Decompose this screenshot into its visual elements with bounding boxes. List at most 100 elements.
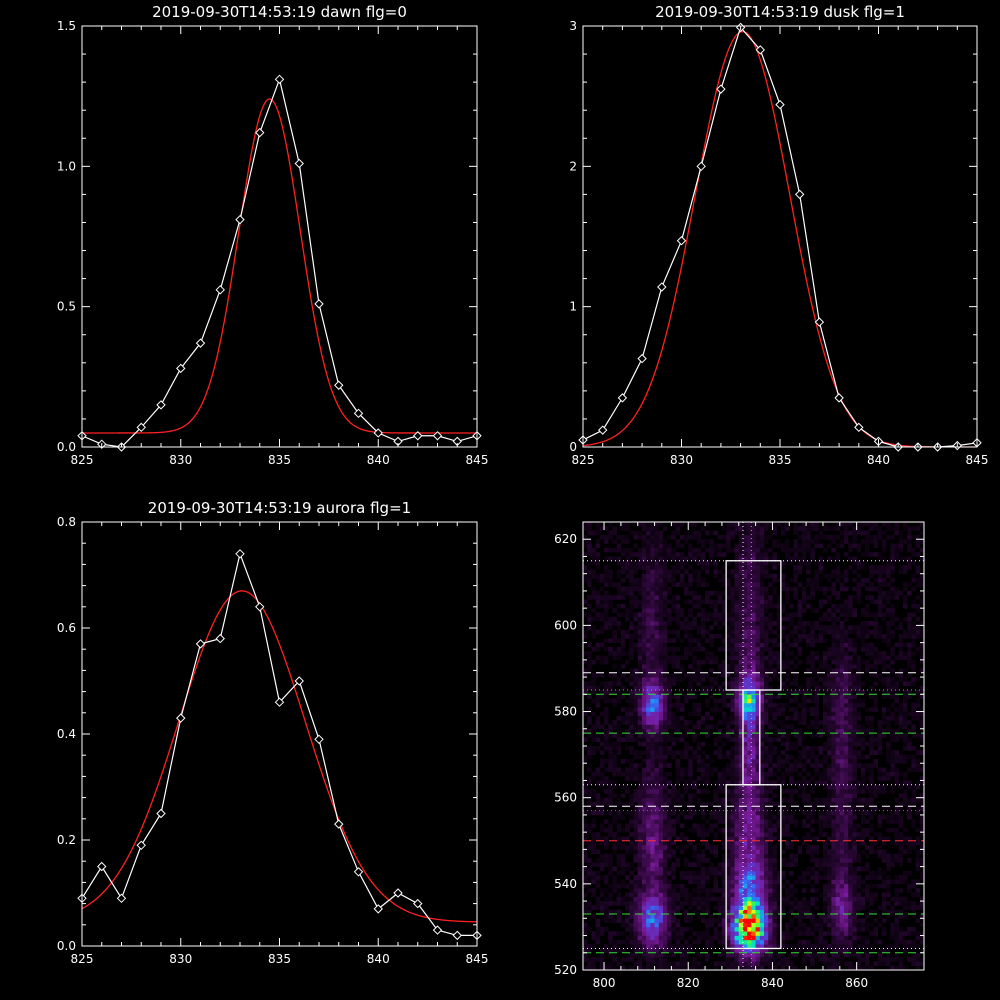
heatmap-cell	[667, 840, 672, 846]
heatmap-cell	[671, 961, 676, 966]
heatmap-cell	[734, 926, 740, 932]
heatmap-cell	[717, 909, 723, 915]
heatmap-cell	[747, 625, 752, 630]
heatmap-cell	[667, 849, 672, 854]
heatmap-cell	[637, 621, 643, 626]
heatmap-cell	[839, 750, 845, 755]
heatmap-cell	[667, 836, 672, 842]
heatmap-cell	[848, 896, 853, 902]
heatmap-cell	[839, 733, 845, 738]
heatmap-cell	[658, 634, 664, 639]
heatmap-cell	[717, 754, 723, 760]
heatmap-cell	[700, 629, 706, 635]
heatmap-cell	[734, 784, 740, 790]
heatmap-cell	[730, 690, 735, 695]
heatmap-cell	[886, 948, 891, 954]
heatmap-cell	[595, 733, 601, 738]
heatmap-cell	[902, 698, 908, 704]
heatmap-cell	[684, 621, 689, 626]
heatmap-cell	[726, 724, 731, 730]
heatmap-cell	[641, 845, 647, 850]
heatmap-cell	[822, 853, 828, 859]
heatmap-cell	[721, 621, 727, 626]
heatmap-cell	[789, 780, 794, 786]
heatmap-cell	[633, 793, 639, 798]
heatmap-cell	[759, 771, 765, 777]
heatmap-cell	[637, 741, 643, 747]
heatmap-cell	[641, 780, 647, 786]
heatmap-cell	[662, 672, 668, 678]
data-point-diamond	[255, 127, 265, 138]
heatmap-cell	[650, 780, 655, 786]
heatmap-cell	[780, 741, 786, 747]
heatmap-cell	[587, 901, 592, 906]
heatmap-cell	[747, 694, 752, 699]
heatmap-cell	[877, 905, 883, 910]
heatmap-cell	[911, 840, 916, 846]
heatmap-cell	[637, 866, 643, 872]
heatmap-cell	[608, 793, 613, 798]
heatmap-cell	[755, 651, 761, 656]
heatmap-cell	[776, 935, 782, 941]
heatmap-cell	[633, 883, 639, 889]
heatmap-cell	[751, 629, 756, 635]
heatmap-cell	[848, 655, 853, 661]
heatmap-cell	[608, 832, 613, 837]
heatmap-cell	[730, 702, 735, 708]
heatmap-cell	[772, 870, 777, 876]
heatmap-cell	[671, 819, 676, 824]
heatmap-cell	[700, 901, 706, 906]
heatmap-cell	[700, 918, 706, 923]
heatmap-cell	[658, 629, 664, 635]
heatmap-cell	[827, 694, 832, 699]
heatmap-cell	[734, 750, 740, 755]
heatmap-cell	[734, 789, 740, 794]
heatmap-cell	[898, 784, 904, 790]
heatmap-cell	[844, 733, 849, 738]
heatmap-cell	[848, 875, 853, 880]
heatmap-cell	[629, 750, 634, 755]
heatmap-cell	[684, 944, 689, 949]
heatmap-cell	[616, 961, 622, 966]
heatmap-cell	[616, 883, 622, 889]
heatmap-cell	[759, 926, 765, 932]
heatmap-cell	[755, 875, 761, 880]
heatmap-cell	[814, 939, 820, 945]
heatmap-cell	[747, 655, 752, 661]
heatmap-cell	[612, 655, 617, 661]
heatmap-cell	[755, 914, 761, 919]
heatmap-cell	[713, 965, 719, 971]
heatmap-cell	[583, 836, 588, 842]
heatmap-cell	[890, 668, 895, 674]
heatmap-cell	[839, 698, 845, 704]
heatmap-cell	[801, 625, 807, 630]
heatmap-cell	[747, 698, 752, 704]
heatmap-cell	[608, 646, 613, 652]
heatmap-cell	[587, 720, 592, 725]
heatmap-cell	[738, 875, 744, 880]
heatmap-cell	[869, 715, 874, 721]
heatmap-cell	[898, 702, 904, 708]
heatmap-cell	[877, 819, 883, 824]
heatmap-cell	[751, 634, 756, 639]
heatmap-cell	[583, 659, 588, 665]
heatmap-cell	[742, 754, 748, 760]
heatmap-cell	[713, 737, 719, 742]
heatmap-cell	[839, 814, 845, 820]
heatmap-cell	[709, 849, 714, 854]
heatmap-cell	[827, 664, 832, 669]
heatmap-cell	[755, 862, 761, 867]
heatmap-cell	[835, 737, 841, 742]
heatmap-cell	[848, 827, 853, 833]
heatmap-cell	[587, 621, 592, 626]
heatmap-cell	[658, 720, 664, 725]
heatmap-cell	[768, 866, 773, 872]
heatmap-cell	[646, 944, 651, 949]
heatmap-cell	[806, 957, 811, 962]
heatmap-cell	[839, 651, 845, 656]
heatmap-cell	[751, 698, 756, 704]
heatmap-cell	[844, 901, 849, 906]
heatmap-cell	[818, 776, 824, 781]
heatmap-cell	[772, 948, 777, 954]
heatmap-cell	[751, 776, 756, 781]
